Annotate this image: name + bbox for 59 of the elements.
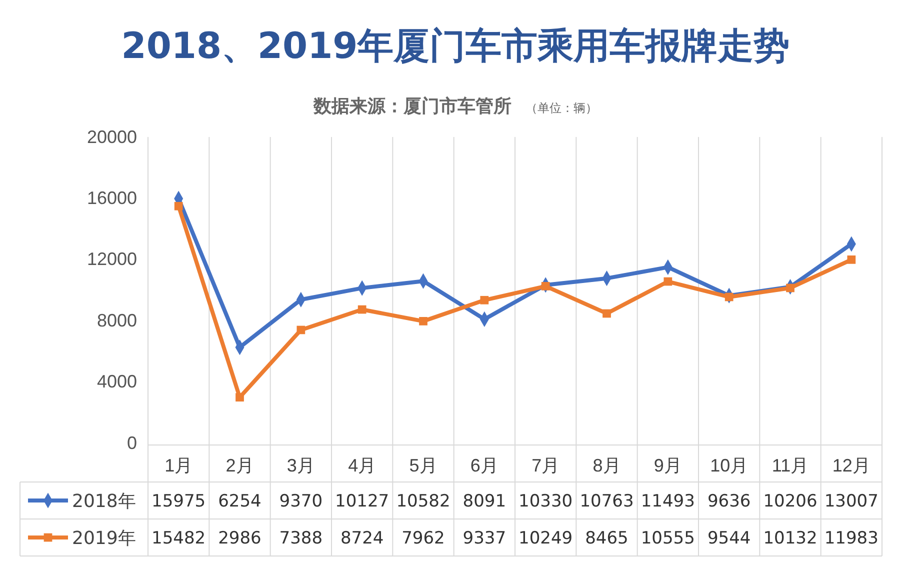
point [174, 202, 183, 210]
legend-label: 2018年 [72, 490, 136, 512]
point [724, 292, 734, 302]
x-tick-label: 4月 [348, 455, 376, 476]
x-tick-label: 8月 [592, 455, 621, 476]
data-label: 6254 [218, 491, 262, 512]
x-tick-label: 5月 [409, 455, 438, 476]
point [296, 326, 306, 334]
data-label: 2986 [218, 528, 262, 548]
data-label: 7962 [402, 528, 445, 548]
data-label: 10555 [640, 528, 695, 548]
point [664, 277, 672, 286]
text: （单位：辆） [526, 101, 598, 115]
data-label: 13007 [824, 491, 878, 512]
y-tick-label: 0 [126, 432, 137, 453]
point [236, 393, 244, 402]
x-tick-label: 6月 [470, 455, 498, 476]
point [480, 296, 489, 304]
data-label: 10206 [763, 491, 818, 512]
data-label: 11493 [640, 491, 695, 512]
y-tick-label: 20000 [86, 126, 137, 147]
point [419, 317, 428, 326]
chart-title: 2018、2019年厦门车市乘用车报牌走势 [121, 26, 790, 67]
legend-label: 2019年 [72, 528, 136, 549]
x-tick-label: 7月 [532, 455, 560, 476]
y-tick-label: 16000 [86, 188, 137, 208]
x-tick-label: 1月 [164, 455, 193, 476]
point [786, 284, 794, 292]
data-label: 15482 [152, 528, 206, 548]
point [602, 309, 611, 318]
data-label: 10582 [396, 491, 450, 512]
data-label: 10330 [518, 491, 573, 512]
y-tick-label: 12000 [86, 249, 137, 270]
data-label: 10127 [335, 491, 390, 512]
point [847, 255, 856, 264]
data-label: 10249 [518, 528, 573, 548]
point [541, 282, 550, 290]
y-tick-label: 4000 [96, 372, 137, 392]
x-tick-label: 10月 [710, 455, 748, 476]
data-label: 11983 [824, 528, 878, 548]
data-label: 9636 [707, 491, 751, 512]
x-tick-label: 12月 [832, 455, 870, 476]
x-tick-label: 3月 [286, 455, 315, 476]
y-tick-label: 8000 [96, 310, 137, 330]
data-label: 8724 [340, 528, 384, 548]
point [358, 305, 366, 314]
x-tick-label: 2月 [226, 455, 254, 476]
chart-subtitle: 数据来源：厦门市车管所 [312, 96, 512, 117]
data-label: 8091 [462, 491, 506, 512]
data-label: 8465 [585, 528, 628, 548]
data-label: 9337 [462, 528, 506, 548]
data-label: 9370 [279, 491, 323, 512]
data-label: 15975 [152, 491, 206, 512]
data-label: 10763 [580, 491, 634, 512]
data-label: 7388 [279, 528, 323, 548]
data-label: 10132 [763, 528, 818, 548]
x-tick-label: 9月 [654, 455, 682, 476]
x-tick-label: 11月 [772, 455, 809, 476]
data-label: 9544 [707, 528, 751, 548]
